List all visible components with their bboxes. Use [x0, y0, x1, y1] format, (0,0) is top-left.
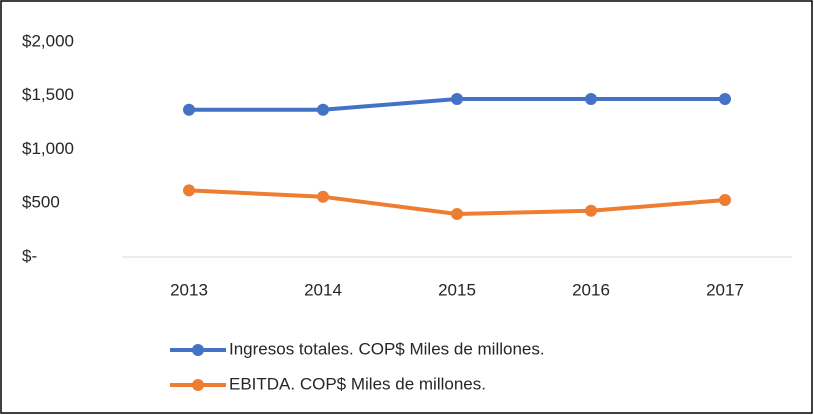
- y-tick-label: $1,000: [22, 139, 74, 158]
- legend-label: Ingresos totales. COP$ Miles de millones…: [229, 339, 545, 358]
- data-point: [585, 204, 597, 217]
- legend-swatch-marker: [192, 344, 204, 356]
- x-tick-label: 2016: [572, 280, 610, 299]
- y-tick-label: $-: [22, 246, 37, 265]
- data-point: [585, 92, 597, 105]
- x-tick-label: 2013: [170, 280, 208, 299]
- legend-swatch-marker: [192, 379, 204, 391]
- data-point: [317, 103, 329, 116]
- x-tick-label: 2015: [438, 280, 476, 299]
- x-tick-label: 2017: [706, 280, 744, 299]
- x-tick-label: 2014: [304, 280, 342, 299]
- data-point: [317, 190, 329, 203]
- legend-label: EBITDA. COP$ Miles de millones.: [229, 374, 486, 393]
- y-tick-label: $500: [22, 193, 60, 212]
- data-point: [183, 184, 195, 197]
- data-point: [719, 92, 731, 105]
- y-tick-label: $1,500: [22, 85, 74, 104]
- data-point: [451, 208, 463, 220]
- data-point: [719, 194, 731, 207]
- y-tick-label: $2,000: [22, 31, 74, 50]
- data-point: [451, 92, 463, 105]
- data-point: [183, 103, 195, 116]
